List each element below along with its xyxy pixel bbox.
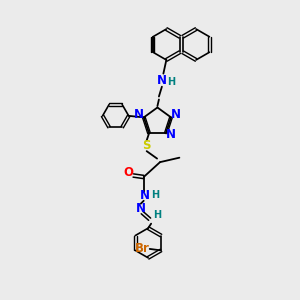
Text: N: N — [136, 202, 146, 215]
Text: O: O — [124, 166, 134, 179]
Text: H: H — [151, 190, 159, 200]
Text: H: H — [167, 76, 175, 87]
Text: Br: Br — [135, 242, 150, 255]
Text: N: N — [157, 74, 167, 87]
Text: N: N — [140, 189, 150, 202]
Text: H: H — [154, 210, 162, 220]
Text: S: S — [142, 139, 151, 152]
Text: N: N — [166, 128, 176, 141]
Text: N: N — [171, 109, 181, 122]
Text: N: N — [134, 109, 143, 122]
